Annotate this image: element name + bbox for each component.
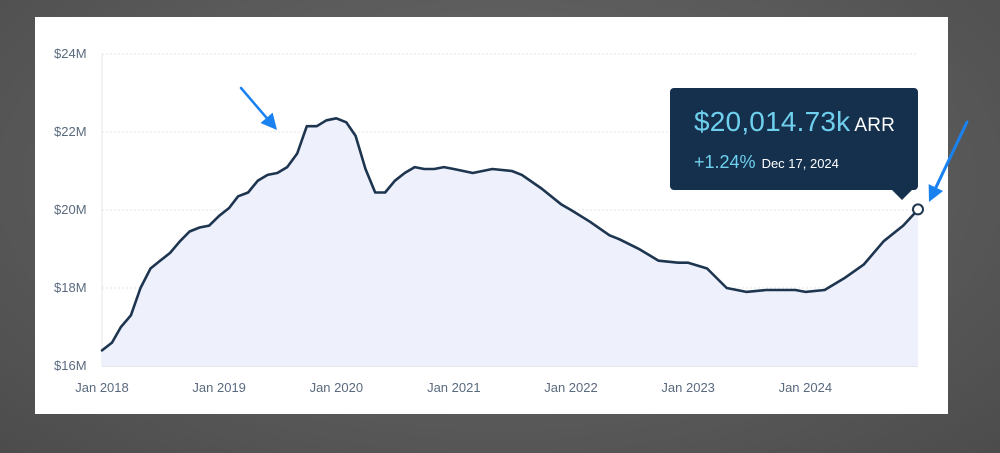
annotation-arrows [239,86,969,202]
tooltip-change: +1.24% [694,152,756,172]
series-area-fill [102,118,918,366]
x-tick-label: Jan 2023 [661,380,715,395]
highlight-marker[interactable] [912,203,924,216]
tooltip-unit: ARR [854,115,896,136]
highlight-point[interactable] [912,203,924,216]
tooltip-value-line: $20,014.73k ARR [694,106,895,138]
series-area [100,117,920,366]
tooltip-value: $20,014.73k [694,106,851,137]
x-tick-label: Jan 2022 [544,380,598,395]
y-tick-label: $18M [54,280,87,295]
peak-arrow-shaft [239,86,268,120]
x-axis-ticks: Jan 2018 Jan 2019 Jan 2020 Jan 2021 Jan 2022… [75,380,832,395]
peak-arrow-head [260,112,277,130]
y-tick-label: $22M [54,124,87,139]
y-tick-label: $16M [54,358,87,373]
x-tick-label: Jan 2020 [310,380,364,395]
x-tick-label: Jan 2024 [779,380,833,395]
latest-arrow-shaft [934,120,969,190]
latest-arrow-head [928,184,944,202]
value-tooltip: $20,014.73k ARR +1.24% Dec 17, 2024 [670,88,918,200]
y-tick-label: $20M [54,202,87,217]
tooltip-date: Dec 17, 2024 [761,156,839,171]
x-tick-label: Jan 2019 [192,380,246,395]
y-tick-label: $24M [54,46,87,61]
series-line [100,117,920,352]
x-tick-label: Jan 2018 [75,380,129,395]
y-axis-ticks: $16M $18M $20M $22M $24M [54,46,87,373]
tooltip-change-line: +1.24% Dec 17, 2024 [694,152,839,173]
x-tick-label: Jan 2021 [427,380,481,395]
